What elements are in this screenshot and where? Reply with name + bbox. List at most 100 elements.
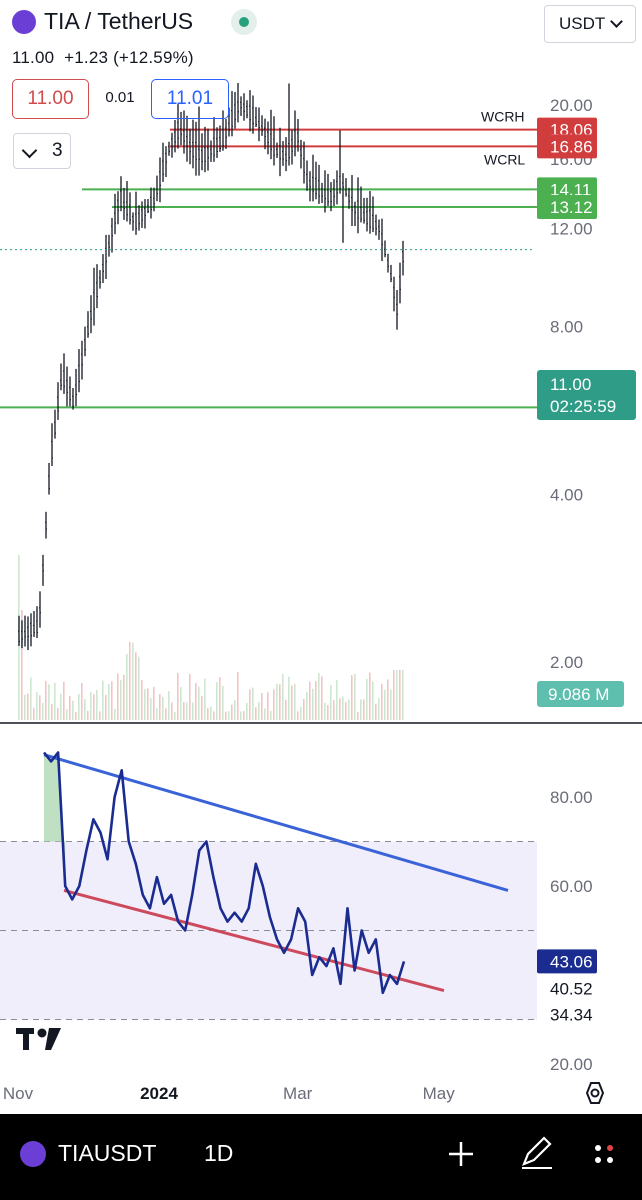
volume-bar <box>315 681 317 720</box>
volume-bar <box>129 641 131 720</box>
volume-bar <box>204 678 206 720</box>
volume-bar <box>210 706 212 720</box>
volume-bar <box>45 680 47 720</box>
time-tick-label: Nov <box>3 1084 34 1103</box>
time-tick-label: Mar <box>283 1084 313 1103</box>
volume-bar <box>303 698 305 720</box>
volume-bar <box>141 680 143 720</box>
drawing-pen-icon[interactable] <box>518 1134 554 1170</box>
volume-bar <box>201 696 203 720</box>
buy-button[interactable]: 11.01 <box>151 79 229 119</box>
volume-bar <box>378 698 380 720</box>
volume-bar <box>159 694 161 720</box>
volume-bar <box>126 653 128 720</box>
volume-bar <box>108 683 110 720</box>
volume-bar <box>300 706 302 720</box>
volume-bar <box>63 681 65 720</box>
symbol-button[interactable]: TIAUSDT <box>58 1140 157 1166</box>
time-tick-label: 2024 <box>140 1084 178 1103</box>
volume-bar <box>285 699 287 720</box>
volume-bar <box>99 711 101 720</box>
volume-bar <box>87 710 89 720</box>
currency-select-label: USDT <box>559 14 606 33</box>
symbol-title[interactable]: TIA / TetherUS <box>44 8 194 34</box>
market-status-icon[interactable] <box>231 9 257 35</box>
volume-bar <box>228 711 230 720</box>
rsi-value-labels: 43.06 40.52 34.34 <box>537 949 597 1024</box>
volume-bar <box>90 692 92 720</box>
volume-bar <box>321 676 323 720</box>
volume-bar <box>216 682 218 720</box>
rsi-level-a-label: 40.52 <box>550 979 593 998</box>
volume-bar <box>171 702 173 720</box>
volume-bar <box>342 696 344 720</box>
volume-bar <box>30 677 32 720</box>
volume-bar <box>165 708 167 720</box>
volume-bar <box>375 703 377 720</box>
volume-bar <box>150 698 152 720</box>
volume-bar <box>339 698 341 720</box>
volume-bar <box>381 683 383 720</box>
rsi-current-label: 43.06 <box>550 952 593 971</box>
volume-bar <box>51 703 53 720</box>
volume-bar <box>66 709 68 720</box>
rsi-overbought-fill <box>44 752 66 886</box>
volume-bar <box>333 700 335 720</box>
indicators-toggle-button[interactable]: 3 <box>13 133 71 169</box>
currency-select[interactable]: USDT <box>544 5 636 43</box>
volume-bar <box>294 683 296 720</box>
rsi-tick-label: 20.00 <box>550 1055 593 1074</box>
more-menu-icon[interactable] <box>592 1140 622 1170</box>
volume-bar <box>291 685 293 720</box>
rsi-line <box>42 751 406 995</box>
volume-bar <box>309 681 311 720</box>
volume-bar <box>288 676 290 720</box>
volume-bar <box>24 694 26 720</box>
sell-button[interactable]: 11.00 <box>12 79 89 119</box>
volume-bar <box>213 711 215 720</box>
timeframe-button[interactable]: 1D <box>204 1140 234 1166</box>
volume-bar <box>399 670 401 720</box>
volume-bar <box>297 711 299 720</box>
volume-bar <box>312 688 314 720</box>
volume-bar <box>306 691 308 720</box>
last-price-value: 11.00 <box>550 375 591 394</box>
volume-bar <box>102 680 104 720</box>
price-tick-label: 2.00 <box>550 653 583 672</box>
volume-bar <box>111 681 113 720</box>
volume-bar <box>327 704 329 720</box>
chevron-down-icon <box>21 142 38 159</box>
time-axis-ticks: Nov 2024 Mar May <box>3 1084 455 1103</box>
volume-bar <box>243 711 245 720</box>
volume-bar <box>258 701 260 720</box>
volume-bar <box>237 672 239 720</box>
price-tick-label: 8.00 <box>550 318 583 337</box>
volume-bar <box>96 690 98 720</box>
price-tick-label: 12.00 <box>550 220 593 239</box>
volume-bar <box>147 688 149 720</box>
volume-bar <box>330 685 332 720</box>
bottom-toolbar <box>0 1114 642 1200</box>
plus-icon[interactable] <box>446 1139 476 1169</box>
chart-settings-icon[interactable] <box>585 1082 605 1104</box>
volume-bar <box>156 708 158 720</box>
volume-bar <box>117 673 119 720</box>
volume-bar <box>72 700 74 720</box>
volume-bar <box>222 685 224 720</box>
volume-bar <box>369 672 371 720</box>
volume-bar <box>282 674 284 720</box>
volume-bar <box>78 693 80 720</box>
volume-bar <box>270 710 272 720</box>
volume-bar <box>33 707 35 720</box>
volume-bar <box>252 687 254 720</box>
volume-bar <box>249 689 251 720</box>
volume-label: 9.086 M <box>537 681 624 707</box>
tia-logo-icon <box>12 10 36 34</box>
volume-bar <box>57 707 59 720</box>
volume-bar <box>168 691 170 720</box>
volume-bars <box>18 555 404 720</box>
rsi-axis-ticks: 20.00 60.00 80.00 <box>550 788 593 1074</box>
tradingview-logo-icon <box>16 1028 61 1050</box>
